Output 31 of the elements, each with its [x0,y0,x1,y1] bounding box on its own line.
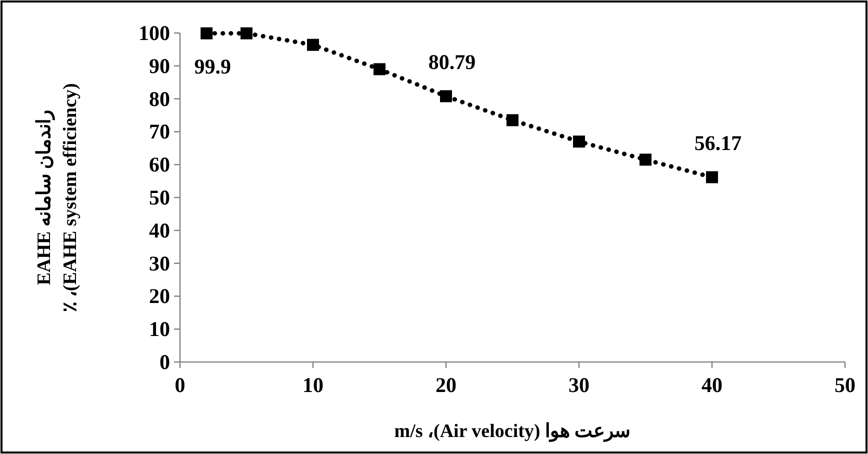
y-tick-label: 80 [149,86,170,111]
y-tick-label: 30 [149,251,170,276]
data-label: 80.79 [428,50,476,74]
point [374,63,386,76]
y-tick-label: 100 [138,21,170,45]
data-label: 99.9 [194,54,231,78]
y-tick-label: 60 [149,152,170,177]
point [307,38,319,51]
y-tick-label: 0 [160,350,170,374]
point [240,27,252,40]
x-tick-label: 30 [568,373,590,397]
y-tick-label: 90 [149,54,170,78]
point [440,90,452,102]
x-axis-title: سرعت هوا (Air velocity)، m/s [394,421,631,442]
y-axis-title: راندمان سامانه EAHE (EAHE system efficiency)، ٪ [34,83,81,312]
y-tick-label: 40 [149,218,170,242]
x-tick-label: 20 [436,373,456,397]
x-tick-label: 40 [702,373,722,397]
point [506,114,518,126]
point [200,27,213,40]
point [640,154,652,166]
y-tick-label: 20 [149,284,170,308]
point [706,171,718,184]
x-tick-label: 10 [302,373,324,397]
y-tick-label: 50 [149,186,170,210]
x-tick-label: 0 [174,373,186,397]
x-tick-label: 50 [834,373,856,397]
data-label: 56.17 [694,131,742,156]
y-tick-label: 70 [149,120,170,144]
y-tick-label: 10 [149,317,170,342]
point [573,136,585,148]
